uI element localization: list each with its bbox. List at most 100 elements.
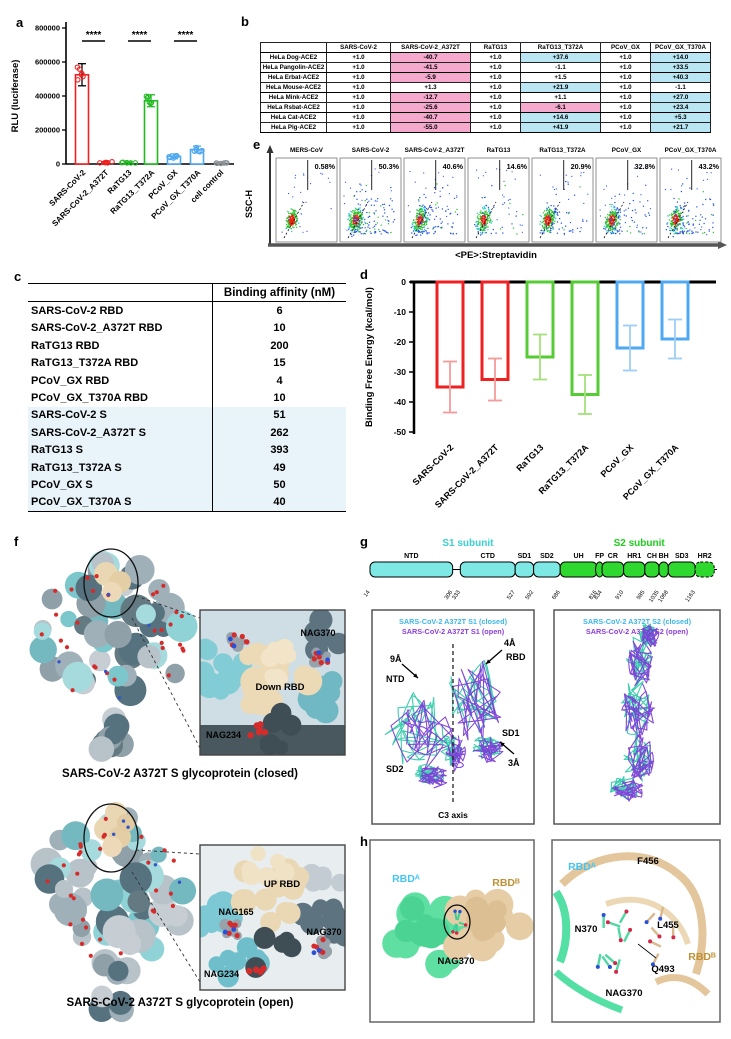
glycan-dot [53, 588, 58, 593]
label-l455: L455 [657, 920, 679, 931]
fold-change-cell: +21.9 [520, 82, 601, 93]
gate-dashed [347, 201, 369, 239]
ribbon-path [621, 683, 655, 740]
glycan-dot [168, 622, 173, 627]
panel-label-g: g [360, 534, 368, 549]
affinity-value: 50 [212, 476, 346, 494]
label-up-rbd: UP RBD [264, 879, 300, 890]
row-label: HeLa Pig-ACE2 [260, 122, 327, 133]
glycan-dot [83, 925, 89, 930]
fold-change-cell: +1.0 [600, 102, 651, 113]
row-label: HeLa Erbat-ACE2 [260, 72, 327, 83]
fold-change-cell: +1.0 [470, 52, 521, 63]
residue-number: 816 [588, 590, 598, 601]
affinity-value: 10 [212, 389, 346, 407]
y-tick-label: 400000 [35, 92, 60, 101]
affinity-value: 4 [212, 371, 346, 390]
glycan-dot [71, 896, 76, 901]
glycan-dot [78, 842, 83, 847]
glycan-dot [139, 834, 144, 839]
gate-dashed [283, 201, 305, 239]
domain-BH [658, 561, 669, 578]
glycan-dot [118, 951, 123, 956]
domain-label: CTD [481, 553, 495, 560]
label-rbd-b: RBDᴮ [492, 877, 520, 889]
glycan-dot [61, 863, 66, 868]
glycan-dot [112, 677, 117, 682]
table-row: SARS-CoV-2_A372T RBD 10 [28, 319, 346, 338]
fold-change-cell: +1.0 [326, 102, 391, 113]
table-row: HeLa Cat-ACE2 +1.0 -40.7 +1.0 +14.6 +1.0 +5.3 [260, 112, 711, 123]
domain-label: CR [608, 553, 618, 560]
glycan-dot [179, 614, 184, 619]
significance-stars: **** [132, 30, 148, 41]
flow-plot-title: SARS-CoV-2 [352, 147, 390, 154]
fold-change-cell: +1.0 [326, 62, 391, 73]
row-label: RaTG13 RBD [31, 339, 100, 352]
gate-dashed [603, 201, 625, 239]
glycan-dot [162, 848, 167, 853]
flow-scatter [664, 168, 715, 238]
y-tick-label: -10 [394, 307, 407, 317]
row-label: HeLa Pangolin-ACE2 [260, 62, 327, 73]
legend-s2-closed: SARS-CoV-2 A372T S2 (closed) [583, 617, 692, 626]
row-label: RaTG13_T372A RBD [31, 357, 139, 370]
domain-SD3 [667, 561, 696, 578]
table-row: HeLa Pangolin-ACE2 +1.0 -41.5 +1.0 -1.1 +1.0 +… [260, 62, 711, 73]
flow-scatter [599, 167, 651, 235]
gate-percentage: 40.6% [443, 162, 464, 171]
ribbon-path [451, 661, 502, 741]
glycan-dot [101, 834, 106, 839]
fold-change-cell: +27.0 [650, 92, 711, 103]
glycan-dot [161, 583, 166, 588]
fold-change-cell: -40.7 [390, 52, 471, 63]
panel-label-h: h [360, 834, 368, 849]
glycan-dot [154, 590, 159, 595]
residue-number: 985 [636, 590, 646, 601]
residue-number: 834 [593, 589, 604, 601]
label-rbd: RBD [506, 652, 526, 662]
glycan-dot [92, 664, 97, 669]
panel-b-table-wrap: SARS-CoV-2 SARS-CoV-2_A372T RaTG13 RaTG13_T… [260, 42, 711, 133]
glycan-dot [146, 860, 151, 865]
fold-change-cell: +1.0 [326, 82, 391, 93]
data-point [147, 100, 154, 107]
fold-change-cell: +1.0 [470, 92, 521, 103]
column-header: PCoV_GX [600, 42, 651, 53]
legend-s1-open: SARS-CoV-2 A372T S1 (open) [402, 627, 505, 636]
data-point [224, 160, 230, 166]
glycan-dot [45, 879, 50, 884]
panel-label-f: f [14, 534, 19, 549]
table-row: SARS-CoV-2 RBD 6 [28, 301, 346, 320]
domain-label: FP [595, 553, 604, 560]
zoom-ellipse [83, 548, 139, 618]
bar [143, 99, 159, 165]
label-down-rbd: Down RBD [255, 682, 304, 693]
fold-change-cell: +1.5 [520, 72, 601, 83]
fold-change-cell: +23.4 [650, 102, 711, 113]
panel-label-a: a [16, 15, 24, 30]
significance-stars: **** [178, 30, 194, 41]
glycan-dot [78, 850, 83, 855]
label-9A: 9Å [390, 654, 402, 664]
fold-change-cell: +1.0 [326, 52, 391, 63]
fold-change-cell: +33.5 [650, 62, 711, 73]
fold-change-cell: +1.0 [326, 112, 391, 123]
fold-change-cell: +1.0 [600, 52, 651, 63]
data-point [191, 148, 198, 154]
glycan-dot [170, 903, 175, 909]
fold-change-cell: -5.9 [390, 72, 471, 83]
domain-label: BH [659, 553, 669, 560]
residue-number: 1163 [685, 590, 697, 604]
domain-CTD [459, 561, 516, 578]
y-tick-label: -30 [394, 367, 407, 377]
label-c3-axis: C3 axis [438, 810, 468, 820]
flow-scatter [281, 172, 332, 233]
x-tick-label: RaTG13 [514, 442, 545, 473]
flow-scatter [343, 168, 396, 238]
table-row: HeLa Dog-ACE2 +1.0 -40.7 +1.0 +37.6 +1.0 +14.0 [260, 52, 711, 63]
ribbon-path [627, 733, 655, 780]
label-rbd-b: RBDᴮ [688, 951, 716, 963]
glycan-dot [174, 610, 179, 615]
